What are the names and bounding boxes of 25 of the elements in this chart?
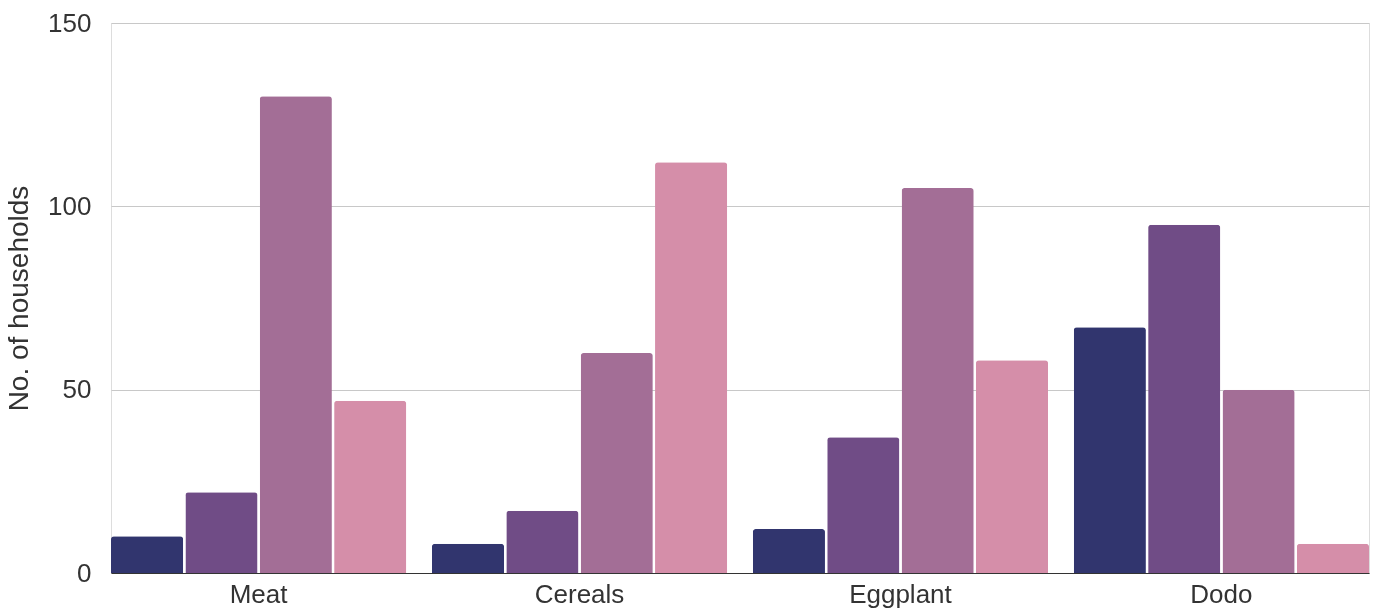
bar: [259, 96, 332, 573]
bar: [431, 543, 505, 573]
bar: [1222, 389, 1295, 573]
bar: [1296, 543, 1369, 573]
bar: [506, 510, 579, 573]
y-axis-title: No. of households: [3, 185, 35, 412]
bar: [901, 188, 974, 573]
bar: [334, 400, 407, 573]
bar: [111, 536, 184, 573]
x-tick-label: Meat: [229, 578, 289, 609]
y-tick-label: 0: [77, 557, 92, 588]
bar: [827, 437, 900, 573]
y-tick-label: 100: [48, 190, 92, 221]
bar: [752, 529, 825, 573]
bar: [1148, 224, 1221, 573]
x-tick-label: Cereals: [534, 578, 625, 609]
x-tick-label: Dodo: [1190, 578, 1253, 609]
bar: [185, 492, 258, 573]
y-tick-label: 150: [48, 7, 92, 38]
x-tick-label: Eggplant: [849, 578, 953, 609]
y-tick-label: 50: [62, 374, 92, 405]
bar: [1073, 327, 1146, 573]
bar: [580, 353, 653, 573]
bar: [655, 162, 728, 573]
bar: [975, 360, 1049, 573]
